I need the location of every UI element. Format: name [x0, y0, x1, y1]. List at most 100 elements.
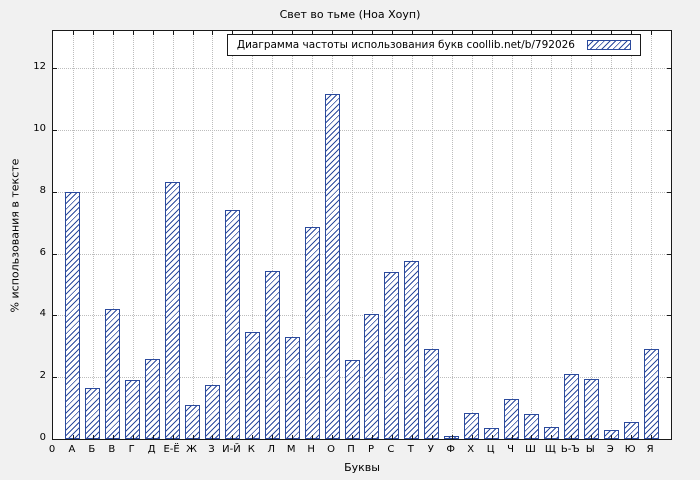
- x-tick-label: Д: [147, 444, 156, 455]
- x-tick-mark: [292, 31, 294, 35]
- bar: [384, 272, 400, 439]
- x-tick-mark: [551, 435, 553, 439]
- x-tick-mark: [252, 31, 254, 35]
- x-tick-mark: [511, 435, 513, 439]
- x-tick-mark: [531, 31, 533, 35]
- gridline-vertical: [132, 31, 134, 439]
- x-tick-mark: [491, 31, 493, 35]
- gridline-vertical: [112, 31, 114, 439]
- bar: [105, 309, 121, 439]
- x-tick-mark: [152, 31, 154, 35]
- bar: [65, 191, 81, 439]
- chart-title: Свет во тьме (Ноа Хоуп): [279, 8, 421, 21]
- x-tick-mark: [511, 31, 513, 35]
- y-tick-mark: [53, 68, 57, 70]
- x-tick-mark: [172, 31, 174, 35]
- x-tick-label: Ц: [486, 444, 495, 455]
- x-tick-mark: [371, 31, 373, 35]
- bar: [185, 405, 201, 439]
- gridline-vertical: [252, 31, 254, 439]
- y-tick-mark: [667, 68, 671, 70]
- x-tick-label: В: [108, 444, 116, 455]
- plot-area: [52, 30, 672, 440]
- y-tick-mark: [667, 377, 671, 379]
- x-tick-mark: [352, 435, 354, 439]
- x-tick-mark: [451, 31, 453, 35]
- x-tick-mark: [651, 31, 653, 35]
- x-tick-label: Ы: [585, 444, 595, 455]
- bar: [125, 380, 141, 439]
- x-tick-mark: [252, 435, 254, 439]
- x-tick-mark: [591, 31, 593, 35]
- x-tick-mark: [352, 31, 354, 35]
- y-tick-label: 10: [33, 122, 46, 134]
- x-tick-label: Л: [267, 444, 276, 455]
- x-tick-mark: [332, 435, 334, 439]
- x-tick-label: С: [387, 444, 395, 455]
- y-tick-mark: [667, 315, 671, 317]
- gridline-vertical: [212, 31, 214, 439]
- bar: [85, 388, 101, 439]
- gridline-vertical: [651, 31, 653, 439]
- x-tick-label: М: [286, 444, 296, 455]
- gridline-vertical: [571, 31, 573, 439]
- x-tick-mark: [571, 435, 573, 439]
- x-tick-label: Т: [407, 444, 414, 455]
- y-tick-mark: [53, 315, 57, 317]
- bar: [284, 337, 300, 439]
- bar: [224, 210, 240, 439]
- gridline-horizontal: [53, 253, 671, 255]
- gridline-vertical: [391, 31, 393, 439]
- x-tick-label: У: [427, 444, 434, 455]
- gridline-vertical: [431, 31, 433, 439]
- x-tick-label: Ж: [186, 444, 197, 455]
- bar: [145, 358, 161, 439]
- y-tick-mark: [53, 439, 57, 440]
- x-tick-mark: [172, 435, 174, 439]
- x-tick-mark: [232, 31, 234, 35]
- gridline-vertical: [491, 31, 493, 439]
- bar: [324, 94, 340, 439]
- x-tick-label: З: [208, 444, 215, 455]
- y-axis-label: % использования в тексте: [8, 158, 22, 313]
- bar: [244, 332, 260, 439]
- x-tick-mark: [471, 31, 473, 35]
- x-tick-label: И-Й: [222, 444, 241, 455]
- x-tick-mark: [192, 435, 194, 439]
- y-tick-label: 8: [39, 184, 46, 196]
- x-tick-mark: [92, 435, 94, 439]
- x-tick-mark: [292, 435, 294, 439]
- x-tick-mark: [571, 31, 573, 35]
- x-tick-mark: [332, 31, 334, 35]
- x-tick-mark: [132, 435, 134, 439]
- bar: [364, 313, 380, 439]
- x-axis-label: Буквы: [344, 461, 380, 474]
- x-tick-mark: [272, 435, 274, 439]
- gridline-vertical: [292, 31, 294, 439]
- bar: [264, 270, 280, 439]
- x-tick-mark: [391, 31, 393, 35]
- y-tick-mark: [53, 377, 57, 379]
- x-tick-mark: [272, 31, 274, 35]
- x-tick-label: Н: [307, 444, 315, 455]
- x-tick-label: Ф: [446, 444, 455, 455]
- x-tick-mark: [112, 435, 114, 439]
- legend-hatch-swatch-icon: [587, 40, 631, 50]
- x-tick-label: Е-Ё: [163, 444, 180, 455]
- y-tick-mark: [667, 191, 671, 193]
- bar: [404, 261, 420, 439]
- gridline-vertical: [152, 31, 154, 439]
- bar: [643, 349, 659, 439]
- x-tick-mark: [471, 435, 473, 439]
- gridline-horizontal: [53, 315, 671, 317]
- x-tick-mark: [611, 31, 613, 35]
- x-tick-label: Я: [646, 444, 654, 455]
- x-tick-mark: [192, 31, 194, 35]
- x-tick-label: Ч: [507, 444, 514, 455]
- x-tick-mark: [631, 31, 633, 35]
- legend-box: Диаграмма частоты использования букв coo…: [226, 34, 641, 56]
- x-tick-label: Р: [367, 444, 374, 455]
- x-tick-mark: [92, 31, 94, 35]
- y-tick-mark: [667, 253, 671, 255]
